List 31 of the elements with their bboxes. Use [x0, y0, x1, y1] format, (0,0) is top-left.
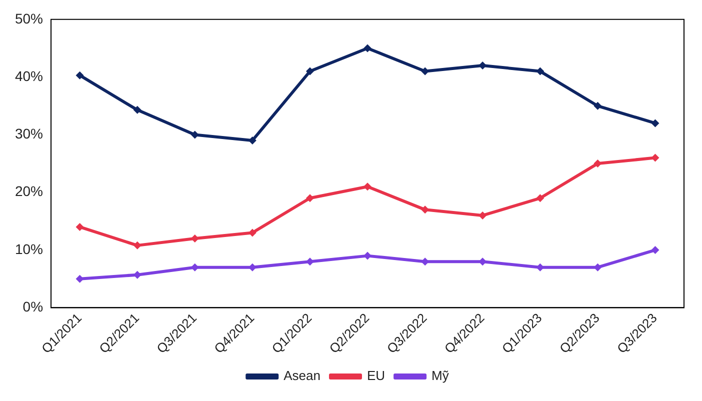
point — [651, 246, 660, 254]
point — [133, 241, 142, 250]
y-tick-label: 10% — [14, 240, 44, 257]
point — [76, 71, 84, 80]
point — [651, 154, 660, 162]
legend-label: Mỹ — [432, 368, 450, 384]
y-tick-label: 20% — [14, 183, 44, 200]
point — [76, 222, 84, 231]
point — [651, 119, 660, 128]
point — [364, 252, 372, 260]
y-tick-label: 0% — [22, 298, 44, 315]
point — [190, 130, 199, 139]
point — [306, 67, 314, 76]
point — [364, 44, 372, 52]
point — [536, 194, 544, 202]
legend-label: EU — [366, 368, 386, 384]
point — [594, 102, 602, 110]
point — [133, 106, 142, 114]
point — [594, 160, 602, 168]
point — [190, 263, 199, 272]
point — [76, 274, 84, 283]
point — [306, 194, 314, 202]
point — [364, 182, 372, 191]
legend-label: Asean — [284, 368, 320, 384]
point — [536, 67, 544, 76]
point — [421, 67, 430, 76]
y-tick-label: 40% — [14, 68, 44, 84]
y-tick-label: 50% — [14, 10, 44, 26]
point — [478, 211, 487, 220]
y-tick-label: 30% — [14, 126, 44, 142]
point — [190, 234, 199, 243]
